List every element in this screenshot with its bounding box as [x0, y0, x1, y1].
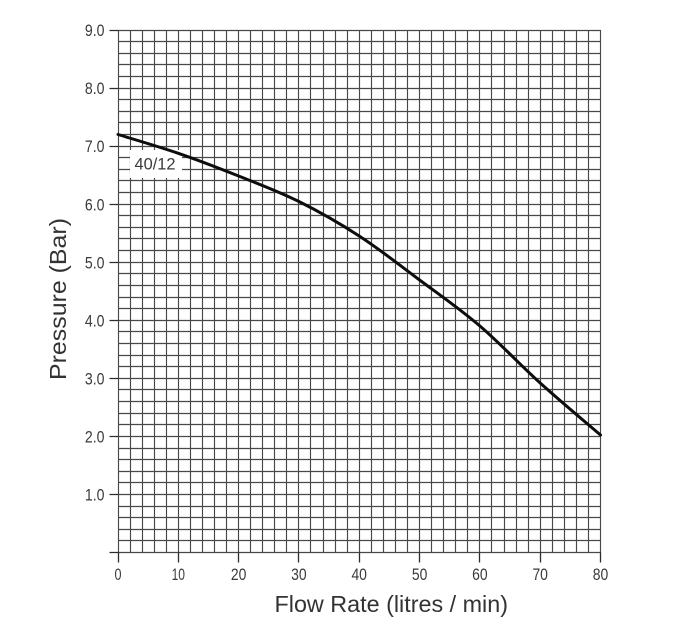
svg-text:30: 30: [291, 565, 307, 584]
svg-text:50: 50: [412, 565, 428, 584]
svg-text:8.0: 8.0: [85, 79, 105, 98]
svg-text:7.0: 7.0: [85, 137, 105, 156]
svg-text:40: 40: [351, 565, 367, 584]
svg-text:40/12: 40/12: [135, 155, 176, 174]
svg-text:60: 60: [472, 565, 488, 584]
svg-text:6.0: 6.0: [85, 195, 105, 214]
svg-text:80: 80: [593, 565, 609, 584]
svg-text:2.0: 2.0: [85, 428, 105, 447]
svg-text:1.0: 1.0: [85, 486, 105, 505]
svg-text:Pressure (Bar): Pressure (Bar): [45, 218, 71, 380]
svg-text:Flow Rate (litres / min): Flow Rate (litres / min): [275, 591, 509, 617]
svg-text:70: 70: [532, 565, 548, 584]
svg-text:10: 10: [172, 565, 185, 584]
svg-text:9.0: 9.0: [85, 21, 105, 40]
svg-text:5.0: 5.0: [85, 253, 105, 272]
svg-text:20: 20: [231, 565, 247, 584]
svg-text:0: 0: [115, 565, 122, 584]
svg-text:3.0: 3.0: [85, 369, 105, 388]
svg-text:4.0: 4.0: [85, 311, 105, 330]
